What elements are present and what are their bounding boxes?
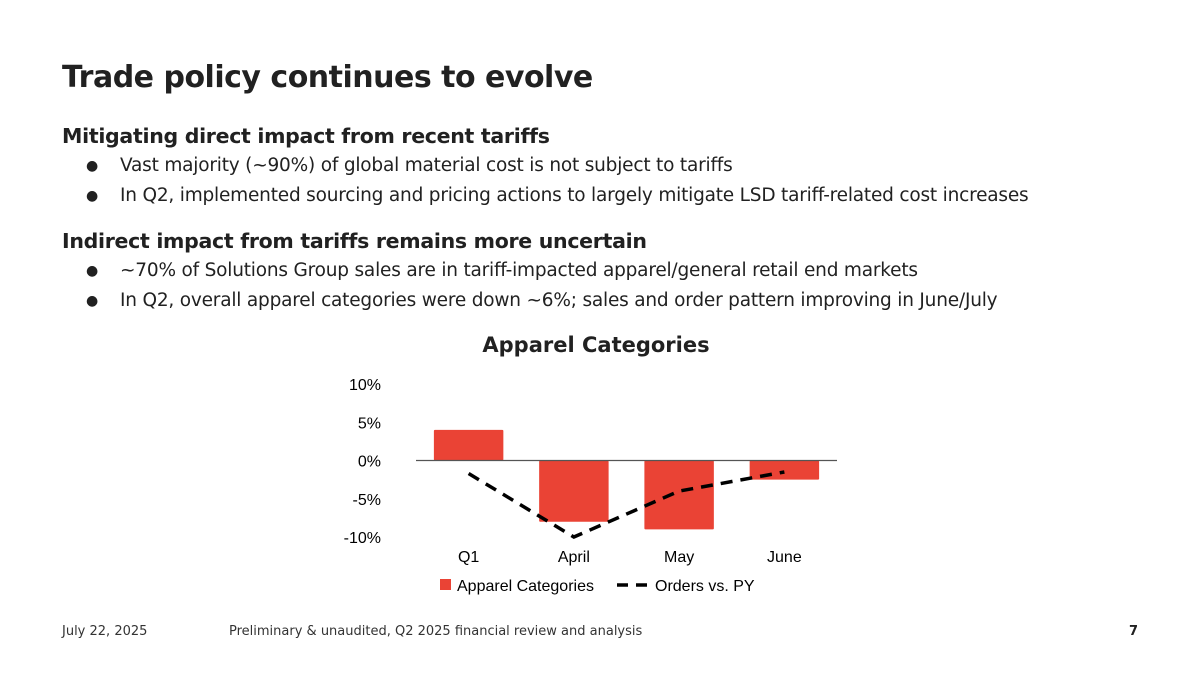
- page-number: 7: [1129, 624, 1139, 639]
- bullet-icon: ●: [86, 158, 99, 174]
- legend-label-apparel: Apparel Categories: [457, 578, 594, 595]
- bullet-text: Vast majority (~90%) of global material …: [120, 155, 733, 176]
- y-tick-label: 10%: [349, 377, 381, 394]
- bullet-icon: ●: [86, 293, 99, 309]
- x-tick-label: Q1: [458, 549, 479, 566]
- y-tick-label: 0%: [358, 454, 381, 471]
- legend-label-orders: Orders vs. PY: [655, 578, 755, 595]
- y-tick-label: -5%: [353, 492, 381, 509]
- orders-vs-py-line: [467, 470, 785, 539]
- bar-june: [749, 460, 820, 480]
- bullet-item: ● Vast majority (~90%) of global material…: [62, 151, 1028, 181]
- bar-april: [539, 460, 609, 522]
- bar-may: [644, 460, 714, 530]
- y-tick-label: -10%: [344, 530, 381, 547]
- bullet-icon: ●: [86, 263, 99, 279]
- bullet-item: ● ~70% of Solutions Group sales are in ta…: [62, 256, 997, 286]
- chart-title: Apparel Categories: [482, 333, 710, 357]
- section-heading: Indirect impact from tariffs remains mor…: [62, 229, 647, 253]
- footer-date: July 22, 2025: [62, 624, 148, 639]
- slide-title: Trade policy continues to evolve: [62, 60, 593, 95]
- legend-swatch-apparel: [440, 579, 451, 590]
- x-tick-label: June: [767, 549, 802, 566]
- footer-note: Preliminary & unaudited, Q2 2025 financi…: [229, 624, 643, 639]
- section-direct-impact: Mitigating direct impact from recent tar…: [62, 121, 1029, 211]
- bullet-list: ● Vast majority (~90%) of global material…: [62, 151, 1029, 211]
- section-heading: Mitigating direct impact from recent tar…: [62, 124, 550, 148]
- bullet-icon: ●: [86, 188, 99, 204]
- x-tick-label: May: [664, 549, 694, 566]
- bullet-text: In Q2, implemented sourcing and pricing …: [120, 185, 1029, 206]
- bullet-list: ● ~70% of Solutions Group sales are in ta…: [62, 256, 998, 316]
- bullet-text: ~70% of Solutions Group sales are in tar…: [120, 260, 918, 281]
- bar-q1: [433, 429, 504, 461]
- x-tick-label: April: [558, 549, 590, 566]
- bullet-text: In Q2, overall apparel categories were d…: [120, 290, 998, 311]
- bullet-item: ● In Q2, implemented sourcing and pricing…: [62, 181, 1029, 211]
- y-tick-label: 5%: [358, 415, 381, 432]
- section-indirect-impact: Indirect impact from tariffs remains mor…: [62, 226, 998, 316]
- bullet-item: ● In Q2, overall apparel categories were …: [62, 286, 998, 316]
